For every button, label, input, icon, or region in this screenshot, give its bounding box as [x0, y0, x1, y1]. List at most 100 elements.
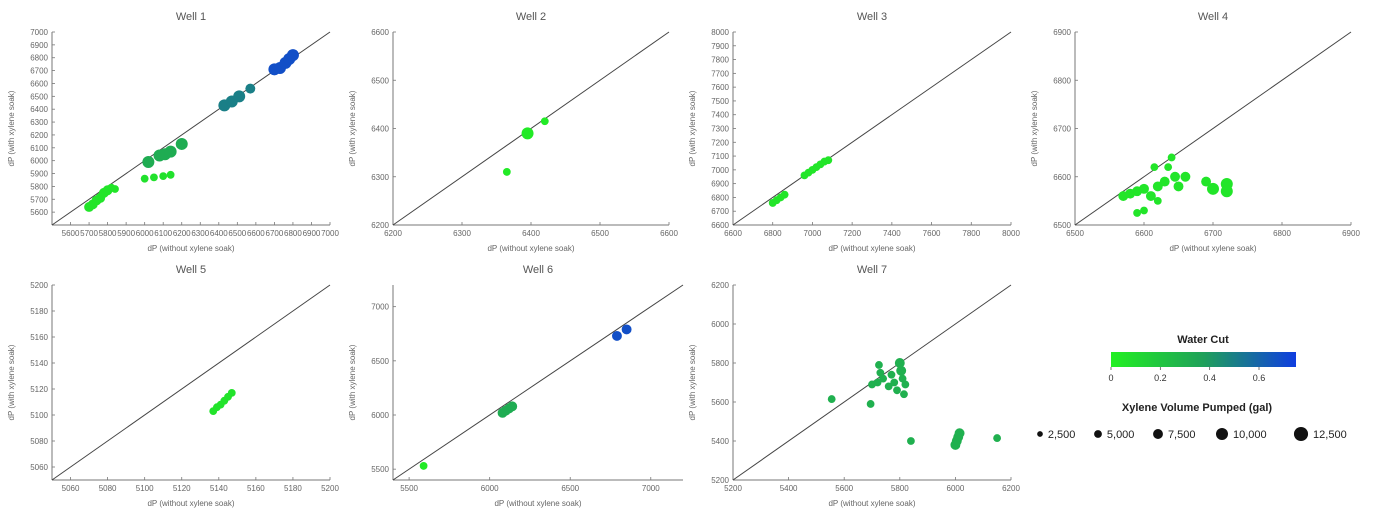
legend-group: Water Cut 0 0.2 0.4 0.6 Xylene Volume Pumpe… [1037, 334, 1347, 442]
data-point [1145, 191, 1156, 201]
x-tick-label: 5100 [136, 484, 154, 493]
x-tick-label: 6000 [947, 484, 965, 493]
y-axis-label: dP (with xylene soak) [1030, 90, 1039, 166]
y-axis-label: dP (with xylene soak) [688, 90, 697, 166]
data-point [894, 358, 905, 368]
data-point [1164, 163, 1173, 172]
x-tick-label: 5900 [117, 229, 135, 238]
x-tick-label: 5200 [724, 484, 742, 493]
panel-well-4: Well 4 6500 6600 6700 6800 6900 6500 6600 6700 68… [1030, 11, 1360, 253]
data-point [873, 378, 882, 387]
x-tick-label: 5600 [62, 229, 80, 238]
data-point [824, 156, 833, 165]
x-tick-label: 6600 [247, 229, 265, 238]
y-tick-label: 7000 [30, 28, 48, 37]
data-point [890, 378, 899, 387]
y-tick-label: 6700 [711, 207, 729, 216]
x-tick-label: 6800 [764, 229, 782, 238]
data-point [1180, 171, 1191, 182]
data-point [621, 324, 632, 335]
data-point [140, 174, 149, 183]
data-point [1220, 185, 1233, 198]
x-tick-label: 6000 [481, 484, 499, 493]
panel-well-2: Well 2 6200 6300 6400 6500 6600 6200 6300 6400 65… [348, 11, 678, 253]
size-legend-label: 5,000 [1107, 429, 1135, 441]
x-tick-label: 6500 [1066, 229, 1084, 238]
x-tick-label: 5600 [835, 484, 853, 493]
panel-well-3: Well 3 6600 6800 7000 7200 7400 7600 7800 8000 66… [688, 11, 1020, 253]
y-axis-label: dP (with xylene soak) [688, 344, 697, 420]
y-tick-label: 6000 [30, 157, 48, 166]
panel-title: Well 3 [857, 11, 887, 23]
y-tick-label: 5800 [711, 359, 729, 368]
reference-diagonal-line [1074, 31, 1352, 226]
x-tick-label: 5160 [247, 484, 265, 493]
x-tick-label: 7800 [962, 229, 980, 238]
y-tick-label: 6400 [30, 105, 48, 114]
panel-title: Well 4 [1198, 11, 1228, 23]
y-axis-label: dP (with xylene soak) [7, 344, 16, 420]
data-point [884, 382, 893, 391]
x-axis-label: dP (without xylene soak) [828, 244, 915, 253]
y-tick-label: 5200 [30, 281, 48, 290]
x-tick-label: 7000 [642, 484, 660, 493]
y-tick-label: 5200 [711, 476, 729, 485]
size-legend-label: 12,500 [1313, 429, 1347, 441]
panel-title: Well 7 [857, 264, 887, 276]
y-tick-label: 6200 [711, 281, 729, 290]
x-tick-label: 5400 [780, 484, 798, 493]
data-point [907, 437, 915, 445]
y-tick-label: 7300 [711, 125, 729, 134]
y-tick-label: 6500 [30, 92, 48, 101]
panel-well-6: Well 6 5500 6000 6500 7000 5500 6000 6500 7000 dP… [348, 264, 684, 508]
y-axis-label: dP (with xylene soak) [348, 90, 357, 166]
x-tick-label: 6500 [228, 229, 246, 238]
size-legend-label: 10,000 [1233, 429, 1267, 441]
y-tick-label: 6900 [711, 180, 729, 189]
data-point [233, 90, 246, 103]
data-point [164, 145, 177, 158]
legend-size-entries: 2,500 5,000 7,500 10,000 12,500 [1037, 426, 1347, 442]
data-point [901, 380, 910, 389]
data-point [866, 400, 875, 408]
x-tick-label: 5800 [99, 229, 117, 238]
y-tick-label: 6900 [1053, 28, 1071, 37]
reference-diagonal-line [392, 284, 684, 481]
y-tick-label: 6500 [371, 357, 389, 366]
x-tick-label: 6700 [1204, 229, 1222, 238]
y-tick-label: 5900 [30, 170, 48, 179]
size-legend-marker [1094, 430, 1102, 438]
panel-title: Well 6 [523, 264, 553, 276]
data-point [780, 190, 789, 199]
y-tick-label: 7100 [711, 152, 729, 161]
legend-colorbar [1111, 352, 1296, 367]
size-legend-marker [1037, 431, 1043, 437]
size-legend-marker [1216, 428, 1228, 440]
x-tick-label: 6200 [1002, 484, 1020, 493]
y-tick-label: 7600 [711, 83, 729, 92]
y-tick-label: 6700 [30, 67, 48, 76]
y-tick-label: 5100 [30, 411, 48, 420]
x-tick-label: 6300 [453, 229, 471, 238]
legend-size-title: Xylene Volume Pumped (gal) [1122, 402, 1272, 414]
y-tick-label: 6600 [30, 79, 48, 88]
y-tick-label: 6800 [711, 193, 729, 202]
data-point [111, 185, 119, 193]
y-tick-label: 5140 [30, 359, 48, 368]
x-tick-label: 5700 [80, 229, 98, 238]
y-tick-label: 5400 [711, 437, 729, 446]
data-point [1133, 209, 1141, 217]
data-point [954, 428, 965, 439]
y-tick-label: 7500 [711, 97, 729, 106]
x-tick-label: 5080 [99, 484, 117, 493]
x-axis-label: dP (without xylene soak) [494, 499, 581, 508]
data-point [540, 117, 549, 126]
x-tick-label: 6500 [561, 484, 579, 493]
y-tick-label: 7000 [371, 303, 389, 312]
x-tick-label: 6800 [284, 229, 302, 238]
y-tick-label: 5120 [30, 385, 48, 394]
data-point [521, 127, 534, 140]
y-tick-label: 6800 [1053, 76, 1071, 85]
